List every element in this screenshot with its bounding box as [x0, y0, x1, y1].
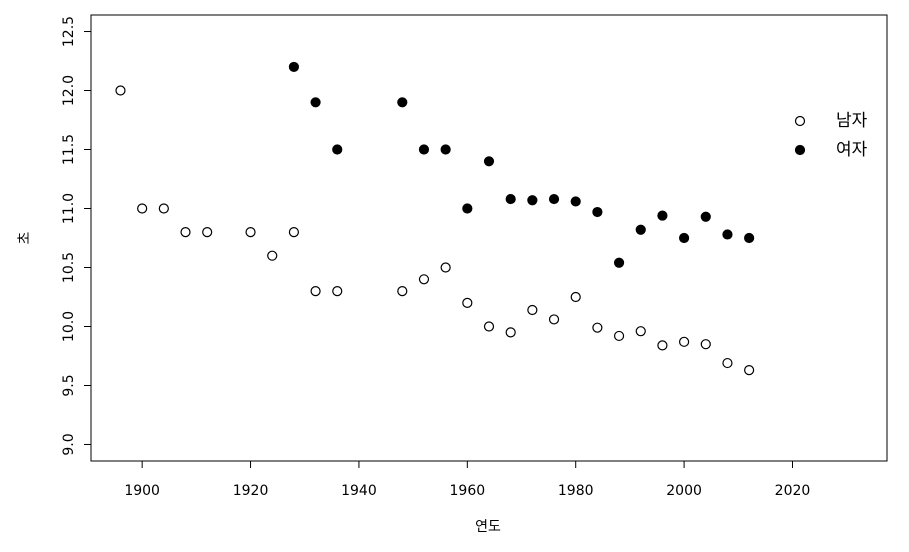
point — [678, 232, 690, 244]
x-tick-label: 1940 — [341, 483, 377, 499]
x-tick-label: 1920 — [233, 483, 269, 499]
point — [180, 227, 191, 238]
point — [744, 365, 755, 376]
point — [288, 227, 300, 238]
point — [505, 193, 516, 205]
point — [613, 330, 625, 342]
point — [548, 314, 560, 325]
point — [418, 274, 430, 285]
point — [613, 257, 625, 268]
y-tick-label: 10.5 — [61, 252, 77, 283]
point — [722, 357, 733, 369]
point — [548, 193, 560, 205]
point — [115, 85, 126, 96]
point — [310, 97, 321, 108]
point — [592, 322, 603, 333]
x-tick-label: 2000 — [666, 483, 702, 499]
y-tick-label: 12.0 — [61, 75, 77, 106]
plot-box — [90, 14, 888, 462]
point — [635, 224, 646, 235]
y-tick-label: 10.0 — [61, 311, 77, 342]
x-tick-label: 2020 — [775, 483, 811, 499]
point — [722, 229, 733, 240]
point — [462, 297, 473, 308]
point — [678, 336, 690, 347]
point — [332, 285, 343, 297]
point — [657, 210, 668, 221]
legend-label: 여자 — [836, 140, 868, 160]
x-tick-label: 1900 — [124, 483, 160, 499]
point — [245, 227, 256, 238]
point — [288, 61, 300, 73]
y-tick-label: 9.5 — [61, 374, 77, 396]
point — [635, 326, 646, 337]
x-tick-label: 1980 — [558, 483, 594, 499]
point — [570, 196, 581, 207]
point — [657, 340, 668, 351]
point — [527, 195, 538, 206]
point — [397, 285, 408, 297]
y-tick-label: 11.5 — [61, 134, 77, 165]
point — [332, 144, 343, 155]
point — [592, 206, 603, 218]
point — [700, 211, 711, 222]
point — [483, 156, 495, 167]
point — [505, 327, 516, 338]
point — [158, 203, 169, 214]
y-tick-label: 12.5 — [61, 16, 77, 47]
point — [700, 339, 711, 350]
legend-marker — [794, 144, 806, 156]
legend-label: 남자 — [836, 111, 868, 131]
point — [310, 285, 321, 297]
point — [137, 203, 148, 214]
point — [267, 250, 278, 261]
y-tick-label: 11.0 — [61, 193, 77, 224]
point — [202, 227, 213, 238]
point — [527, 304, 538, 316]
point — [744, 232, 755, 244]
point — [483, 321, 495, 332]
point — [440, 144, 451, 155]
x-axis-label: 연도 — [475, 519, 501, 535]
x-tick-label: 1960 — [450, 483, 486, 499]
point — [397, 97, 408, 108]
point — [418, 144, 430, 155]
legend-marker — [794, 115, 806, 127]
point — [440, 262, 451, 273]
y-axis-label: 초 — [17, 231, 33, 244]
point — [570, 291, 581, 303]
point — [462, 203, 473, 214]
y-tick-label: 9.0 — [61, 433, 77, 455]
